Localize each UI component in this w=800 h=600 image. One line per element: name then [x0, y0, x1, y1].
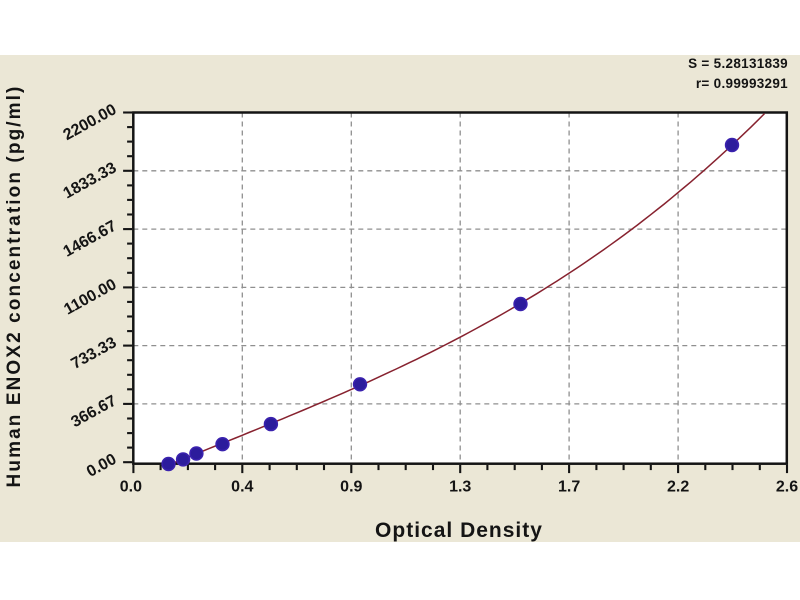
- svg-text:0.0: 0.0: [120, 479, 142, 496]
- svg-text:1100.00: 1100.00: [61, 276, 119, 319]
- svg-text:1.7: 1.7: [558, 479, 580, 496]
- svg-text:r= 0.99993291: r= 0.99993291: [696, 76, 788, 91]
- svg-text:1.3: 1.3: [449, 479, 471, 496]
- svg-text:733.33: 733.33: [68, 334, 119, 373]
- svg-text:0.00: 0.00: [84, 451, 120, 481]
- svg-text:0.9: 0.9: [340, 479, 362, 496]
- svg-text:Human ENOX2 concentration (pg/: Human ENOX2 concentration (pg/ml): [4, 85, 25, 488]
- svg-text:2.6: 2.6: [776, 479, 798, 496]
- svg-text:2.2: 2.2: [667, 479, 689, 496]
- svg-text:0.4: 0.4: [231, 479, 253, 496]
- svg-text:Optical Density: Optical Density: [375, 519, 543, 542]
- svg-text:1833.33: 1833.33: [61, 159, 120, 202]
- svg-text:366.67: 366.67: [68, 392, 119, 431]
- svg-text:2200.00: 2200.00: [61, 101, 120, 144]
- svg-text:S = 5.28131839: S = 5.28131839: [688, 56, 788, 71]
- svg-text:1466.67: 1466.67: [61, 218, 120, 261]
